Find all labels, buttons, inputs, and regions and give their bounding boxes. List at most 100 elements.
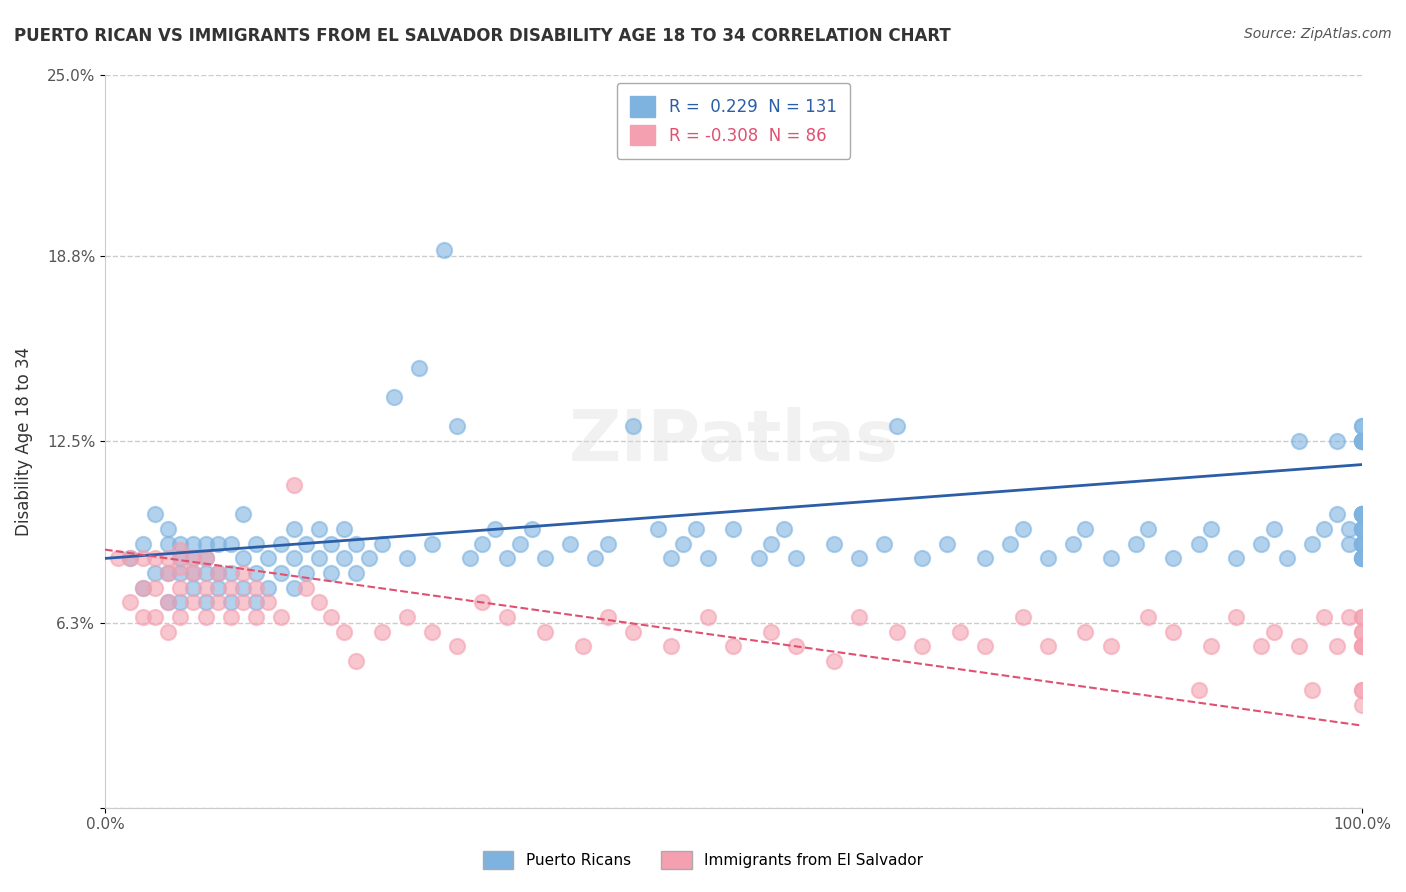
Point — [1163, 551, 1185, 566]
Point — [333, 551, 356, 566]
Point — [911, 551, 934, 566]
Point — [219, 566, 242, 580]
Point — [1351, 434, 1374, 449]
Point — [685, 522, 707, 536]
Point — [143, 551, 166, 566]
Point — [1351, 522, 1374, 536]
Point — [1137, 522, 1160, 536]
Point — [169, 610, 191, 624]
Point — [143, 508, 166, 522]
Point — [270, 610, 292, 624]
Point — [823, 537, 845, 551]
Point — [886, 419, 908, 434]
Y-axis label: Disability Age 18 to 34: Disability Age 18 to 34 — [15, 346, 32, 536]
Point — [194, 566, 217, 580]
Point — [659, 551, 682, 566]
Point — [1250, 537, 1272, 551]
Point — [1351, 537, 1374, 551]
Point — [120, 551, 142, 566]
Point — [333, 522, 356, 536]
Point — [1313, 522, 1336, 536]
Point — [181, 595, 204, 609]
Point — [973, 640, 995, 654]
Point — [1351, 508, 1374, 522]
Point — [1351, 551, 1374, 566]
Point — [283, 478, 305, 492]
Point — [219, 595, 242, 609]
Point — [723, 640, 745, 654]
Point — [207, 537, 229, 551]
Point — [181, 566, 204, 580]
Point — [169, 560, 191, 574]
Point — [169, 542, 191, 557]
Text: ZIPatlas: ZIPatlas — [568, 407, 898, 475]
Point — [344, 537, 367, 551]
Point — [107, 551, 129, 566]
Point — [1301, 683, 1323, 698]
Point — [848, 610, 870, 624]
Point — [936, 537, 959, 551]
Point — [1351, 419, 1374, 434]
Point — [283, 522, 305, 536]
Point — [169, 566, 191, 580]
Point — [420, 537, 443, 551]
Point — [1011, 522, 1033, 536]
Point — [270, 537, 292, 551]
Point — [1351, 683, 1374, 698]
Point — [169, 581, 191, 595]
Point — [1199, 522, 1222, 536]
Point — [131, 581, 153, 595]
Point — [621, 419, 644, 434]
Point — [1351, 683, 1374, 698]
Point — [321, 537, 343, 551]
Point — [911, 640, 934, 654]
Point — [207, 581, 229, 595]
Point — [1326, 508, 1348, 522]
Point — [1125, 537, 1147, 551]
Point — [156, 624, 179, 639]
Point — [1137, 610, 1160, 624]
Point — [1351, 640, 1374, 654]
Point — [308, 522, 330, 536]
Point — [295, 537, 318, 551]
Point — [1351, 537, 1374, 551]
Point — [446, 419, 468, 434]
Point — [1099, 551, 1122, 566]
Point — [1351, 434, 1374, 449]
Point — [156, 566, 179, 580]
Point — [1250, 640, 1272, 654]
Point — [772, 522, 794, 536]
Point — [1351, 610, 1374, 624]
Point — [496, 551, 519, 566]
Point — [344, 566, 367, 580]
Point — [1225, 551, 1247, 566]
Point — [120, 551, 142, 566]
Point — [1351, 640, 1374, 654]
Point — [257, 581, 280, 595]
Point — [534, 624, 557, 639]
Point — [583, 551, 606, 566]
Point — [1326, 434, 1348, 449]
Point — [131, 581, 153, 595]
Point — [169, 595, 191, 609]
Point — [219, 610, 242, 624]
Point — [785, 640, 807, 654]
Point — [1351, 537, 1374, 551]
Point — [1351, 508, 1374, 522]
Point — [785, 551, 807, 566]
Point — [1313, 610, 1336, 624]
Point — [245, 595, 267, 609]
Point — [156, 566, 179, 580]
Point — [194, 537, 217, 551]
Point — [596, 610, 619, 624]
Point — [370, 537, 392, 551]
Point — [194, 610, 217, 624]
Point — [1351, 522, 1374, 536]
Point — [998, 537, 1021, 551]
Point — [1011, 610, 1033, 624]
Point — [1074, 522, 1097, 536]
Point — [1288, 434, 1310, 449]
Point — [1301, 537, 1323, 551]
Text: PUERTO RICAN VS IMMIGRANTS FROM EL SALVADOR DISABILITY AGE 18 TO 34 CORRELATION : PUERTO RICAN VS IMMIGRANTS FROM EL SALVA… — [14, 27, 950, 45]
Point — [621, 624, 644, 639]
